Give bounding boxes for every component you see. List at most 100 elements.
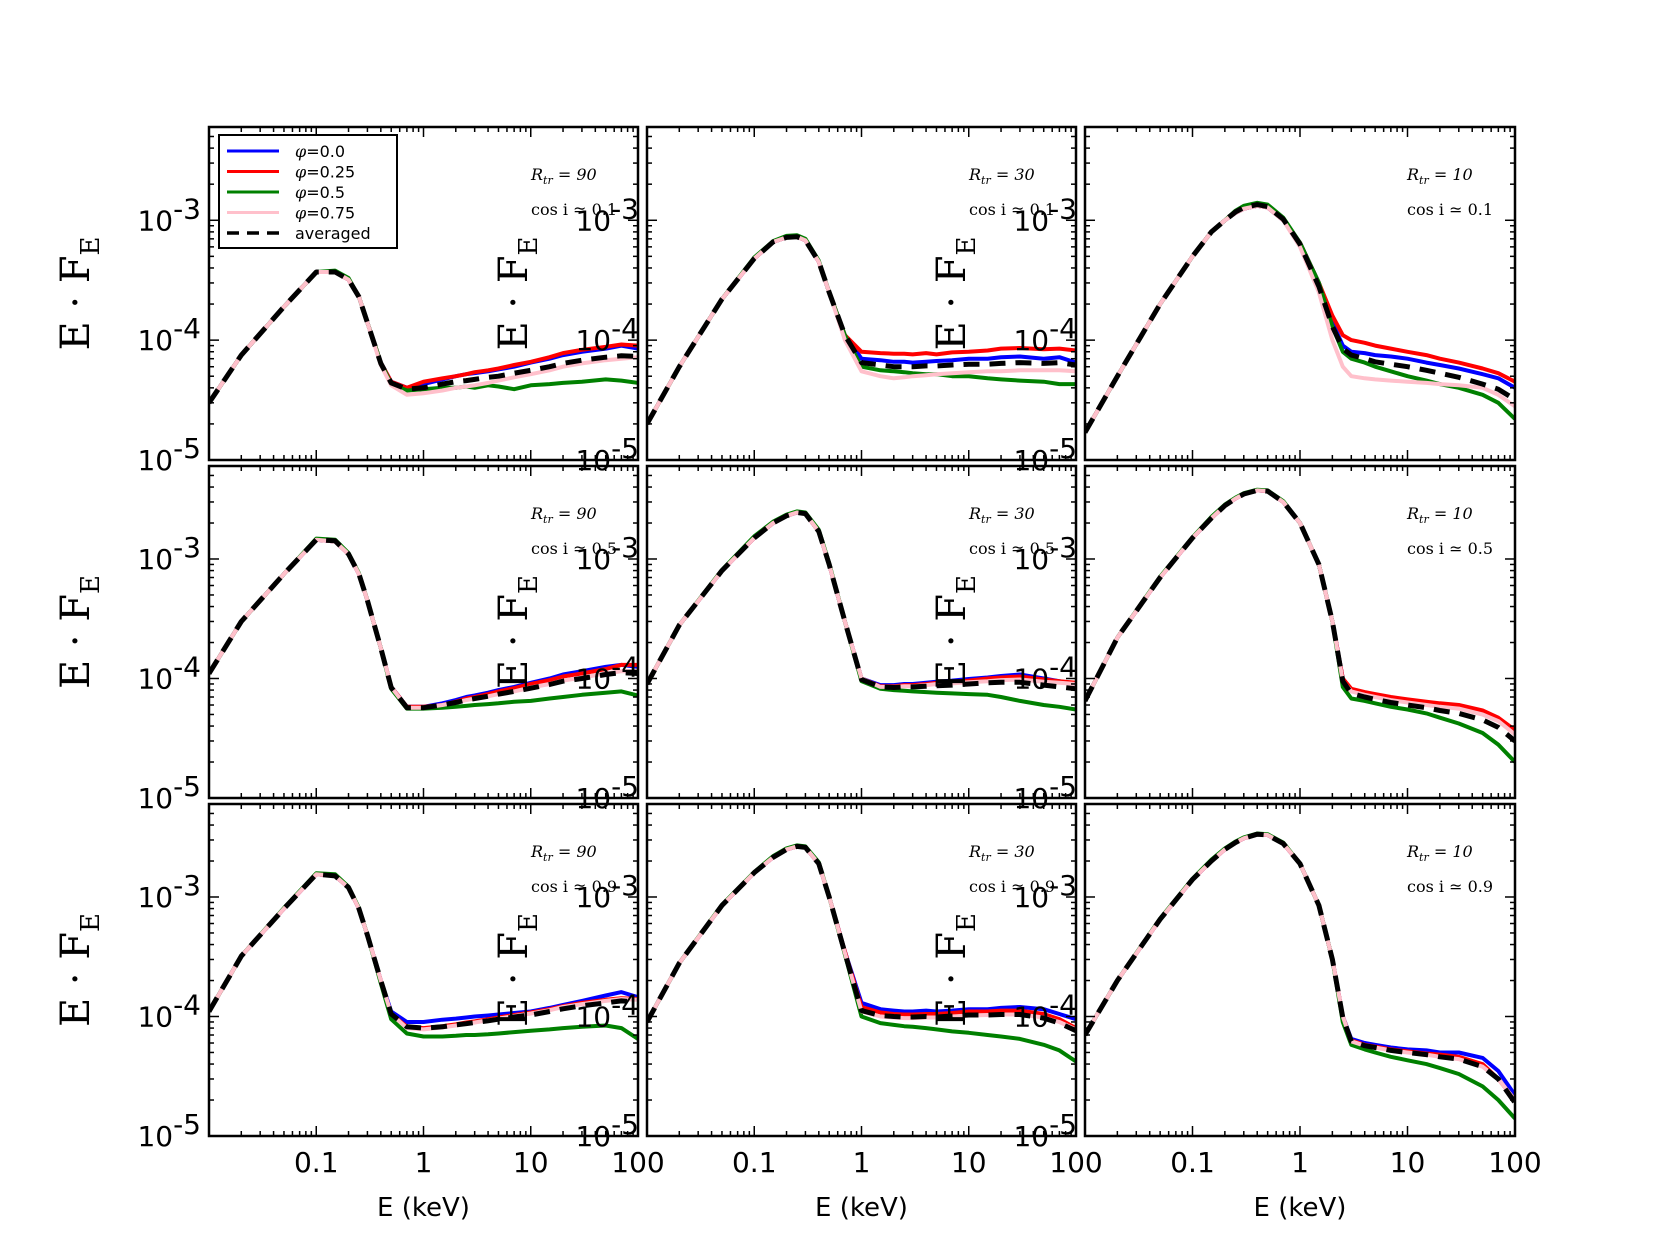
y-tick-label-base: 10 bbox=[1013, 782, 1049, 815]
r-annotation-symbol: R bbox=[1406, 504, 1419, 523]
y-tick-label-exp: -3 bbox=[1049, 869, 1077, 902]
series-line-phi=0.0 bbox=[209, 872, 638, 1024]
legend-label-symbol: φ bbox=[295, 163, 307, 182]
series-line-phi=0.5 bbox=[1085, 487, 1515, 764]
r-annotation-symbol: R bbox=[530, 504, 543, 523]
r-annotation: Rtr = 90 bbox=[530, 842, 597, 864]
r-annotation-symbol: R bbox=[968, 165, 981, 184]
cosi-annotation: cos i ≃ 0.9 bbox=[1407, 877, 1493, 896]
y-tick-label-exp: -5 bbox=[1049, 770, 1077, 803]
legend-label-value: averaged bbox=[295, 224, 371, 243]
y-tick-label: 10-3 bbox=[575, 869, 639, 914]
y-axis-title-sub: E bbox=[952, 236, 982, 255]
legend-label: φ=0.0 bbox=[295, 142, 345, 161]
y-tick-label-exp: -4 bbox=[1049, 988, 1077, 1021]
legend-label: φ=0.25 bbox=[295, 163, 355, 182]
legend-label-symbol: φ bbox=[295, 142, 307, 161]
r-annotation-value: = 90 bbox=[553, 504, 597, 523]
legend-label-value: =0.5 bbox=[306, 183, 345, 202]
legend-label-symbol: φ bbox=[295, 183, 307, 202]
y-tick-label-base: 10 bbox=[575, 324, 611, 357]
y-axis-title-main: E · F bbox=[491, 255, 537, 350]
cosi-annotation: cos i ≃ 0.1 bbox=[969, 200, 1055, 219]
y-axis-title: E · FE bbox=[491, 575, 544, 689]
series-line-phi=0.0 bbox=[209, 537, 638, 709]
y-tick-label-exp: -3 bbox=[173, 869, 201, 902]
y-axis-title-sub: E bbox=[514, 575, 544, 594]
y-tick-label-exp: -3 bbox=[173, 531, 201, 564]
y-tick-label: 10-5 bbox=[1013, 432, 1077, 477]
y-tick-label-exp: -5 bbox=[173, 770, 201, 803]
legend-label-value: =0.25 bbox=[306, 163, 355, 182]
series-line-phi=0.0 bbox=[647, 234, 1076, 425]
y-tick-label-base: 10 bbox=[575, 204, 611, 237]
r-annotation-value: = 10 bbox=[1429, 504, 1473, 523]
y-axis-title: E · FE bbox=[53, 236, 106, 350]
series-group bbox=[1085, 831, 1515, 1120]
x-tick-label: 1 bbox=[1291, 1146, 1309, 1179]
series-group bbox=[1085, 200, 1515, 434]
y-tick-label: 10-3 bbox=[137, 869, 201, 914]
y-tick-label-exp: -3 bbox=[611, 192, 639, 225]
y-tick-label-exp: -3 bbox=[173, 192, 201, 225]
legend-label-value: =0.0 bbox=[306, 142, 345, 161]
r-annotation-sub: tr bbox=[981, 174, 991, 187]
y-tick-label-base: 10 bbox=[1013, 662, 1049, 695]
series-line-phi=0.75 bbox=[1085, 488, 1515, 737]
series-line-averaged bbox=[1085, 831, 1515, 1105]
series-group bbox=[647, 843, 1076, 1064]
y-axis-title: E · FE bbox=[53, 913, 106, 1027]
r-annotation-value: = 90 bbox=[553, 165, 597, 184]
y-tick-label-exp: -4 bbox=[1049, 312, 1077, 345]
series-group bbox=[647, 233, 1076, 426]
y-tick-label: 10-5 bbox=[575, 432, 639, 477]
y-tick-label-exp: -5 bbox=[611, 770, 639, 803]
y-tick-label-exp: -3 bbox=[1049, 192, 1077, 225]
y-tick-label: 10-5 bbox=[1013, 770, 1077, 815]
cosi-annotation: cos i ≃ 0.5 bbox=[531, 539, 617, 558]
y-axis-title: E · FE bbox=[53, 575, 106, 689]
r-annotation: Rtr = 10 bbox=[1406, 165, 1473, 187]
series-group bbox=[647, 509, 1076, 712]
y-tick-label: 10-4 bbox=[575, 312, 639, 357]
y-tick-label-base: 10 bbox=[575, 662, 611, 695]
r-annotation-sub: tr bbox=[1419, 851, 1429, 864]
y-tick-label-base: 10 bbox=[137, 1000, 173, 1033]
y-tick-label-base: 10 bbox=[1013, 1000, 1049, 1033]
y-axis-title-main: E · F bbox=[929, 594, 975, 689]
y-tick-label-exp: -5 bbox=[173, 432, 201, 465]
r-annotation-sub: tr bbox=[543, 851, 553, 864]
y-tick-label-base: 10 bbox=[137, 1120, 173, 1153]
r-annotation-symbol: R bbox=[530, 842, 543, 861]
y-tick-label-base: 10 bbox=[1013, 881, 1049, 914]
r-annotation-sub: tr bbox=[1419, 174, 1429, 187]
series-line-averaged bbox=[647, 843, 1076, 1033]
y-axis-title: E · FE bbox=[929, 575, 982, 689]
series-line-averaged bbox=[209, 269, 638, 405]
y-axis-title-main: E · F bbox=[491, 932, 537, 1027]
legend-label: φ=0.5 bbox=[295, 183, 345, 202]
x-axis-title: E (keV) bbox=[815, 1193, 908, 1223]
y-axis-title-sub: E bbox=[952, 575, 982, 594]
legend-label: averaged bbox=[295, 224, 371, 243]
y-tick-label-base: 10 bbox=[137, 881, 173, 914]
y-tick-label-exp: -5 bbox=[1049, 432, 1077, 465]
series-group bbox=[209, 536, 638, 711]
y-tick-label-exp: -3 bbox=[1049, 531, 1077, 564]
y-tick-label-base: 10 bbox=[575, 444, 611, 477]
y-tick-label-base: 10 bbox=[1013, 543, 1049, 576]
y-tick-label: 10-5 bbox=[1013, 1108, 1077, 1153]
y-tick-label-exp: -4 bbox=[173, 650, 201, 683]
y-axis-title: E · FE bbox=[929, 236, 982, 350]
cosi-annotation: cos i ≃ 0.5 bbox=[969, 539, 1055, 558]
y-tick-label-exp: -3 bbox=[611, 869, 639, 902]
y-tick-label-exp: -5 bbox=[611, 432, 639, 465]
y-tick-label-exp: -4 bbox=[1049, 650, 1077, 683]
